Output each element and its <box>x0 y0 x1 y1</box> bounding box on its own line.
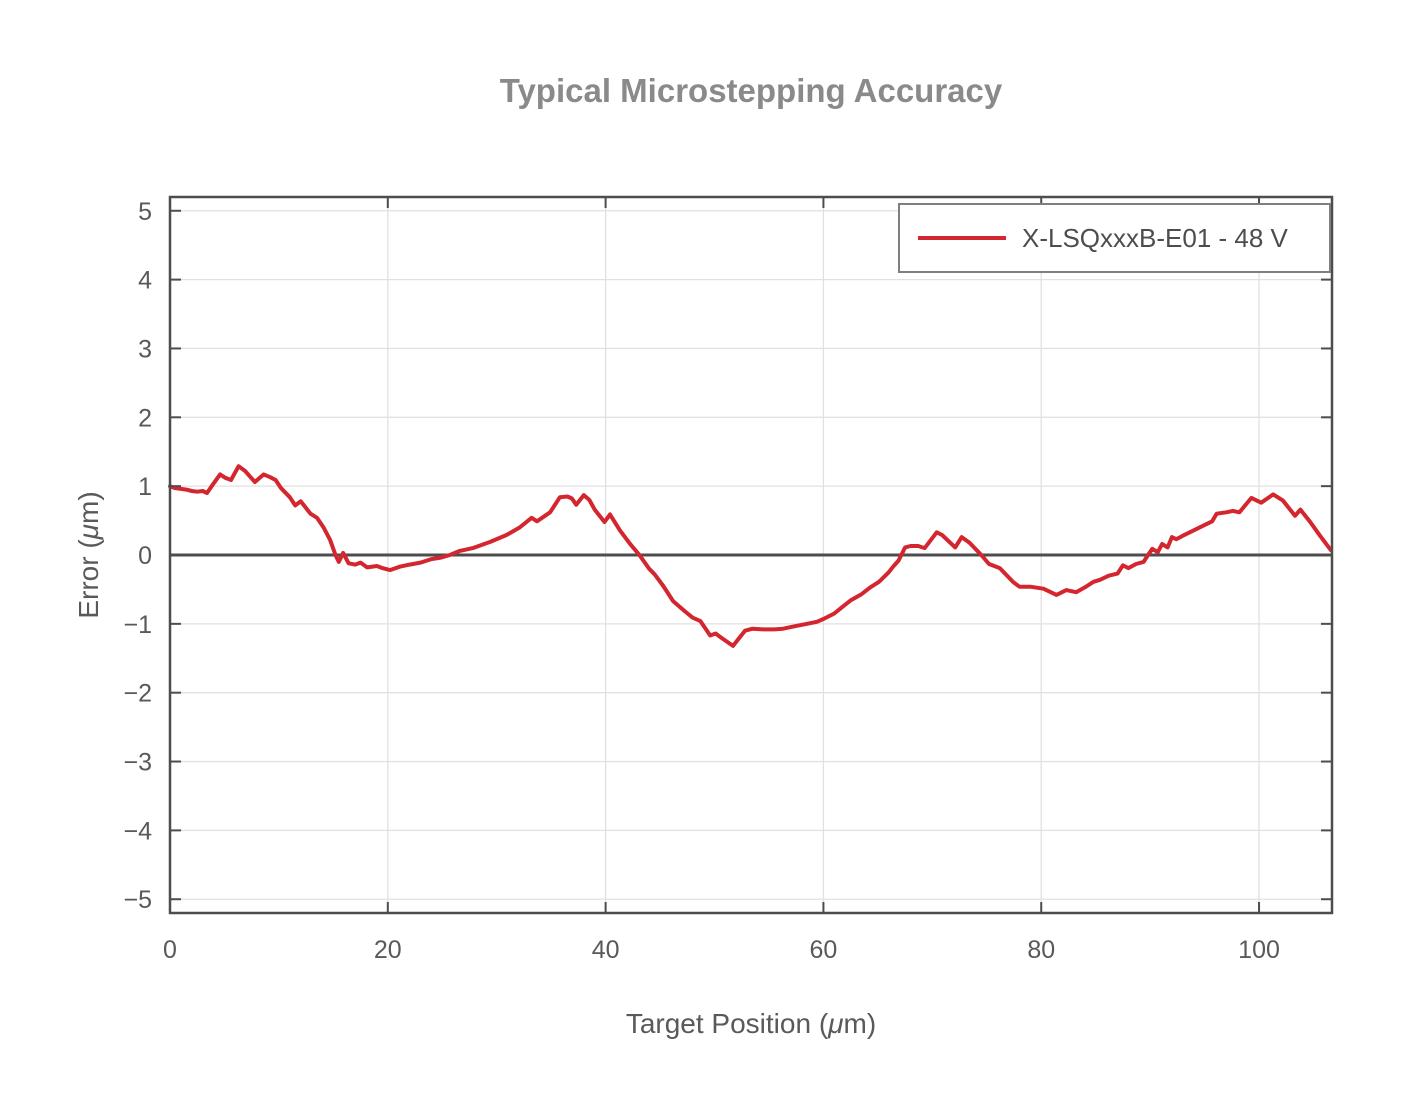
y-tick-label: 0 <box>138 542 152 570</box>
y-tick-label: −5 <box>123 886 152 914</box>
y-tick-label: −2 <box>123 680 152 708</box>
y-tick-label: 3 <box>138 335 152 363</box>
y-tick-label: 1 <box>138 473 152 501</box>
y-tick-label: 4 <box>138 267 152 295</box>
x-tick-label: 100 <box>1238 936 1280 964</box>
x-axis-label: Target Position (μm) <box>626 1008 876 1039</box>
y-tick-label: −1 <box>123 611 152 639</box>
x-tick-label: 40 <box>592 936 620 964</box>
x-tick-label: 20 <box>374 936 402 964</box>
y-axis-label: Error (μm) <box>73 491 104 618</box>
chart-title: Typical Microstepping Accuracy <box>500 72 1003 109</box>
x-tick-label: 60 <box>810 936 838 964</box>
y-tick-label: −4 <box>123 817 152 845</box>
plot-area: 0 20 40 60 80 100 −5 −4 −3 −2 −1 0 1 2 3 4 5 <box>123 195 1334 964</box>
x-tick-label: 0 <box>163 936 177 964</box>
data-series-line <box>168 464 1333 648</box>
legend-label: X-LSQxxxB-E01 - 48 V <box>1022 223 1289 253</box>
legend: X-LSQxxxB-E01 - 48 V <box>898 203 1331 273</box>
y-tick-label: −3 <box>123 749 152 777</box>
y-tick-label: 2 <box>138 404 152 432</box>
y-tick-label: 5 <box>138 198 152 226</box>
x-tick-label: 80 <box>1027 936 1055 964</box>
